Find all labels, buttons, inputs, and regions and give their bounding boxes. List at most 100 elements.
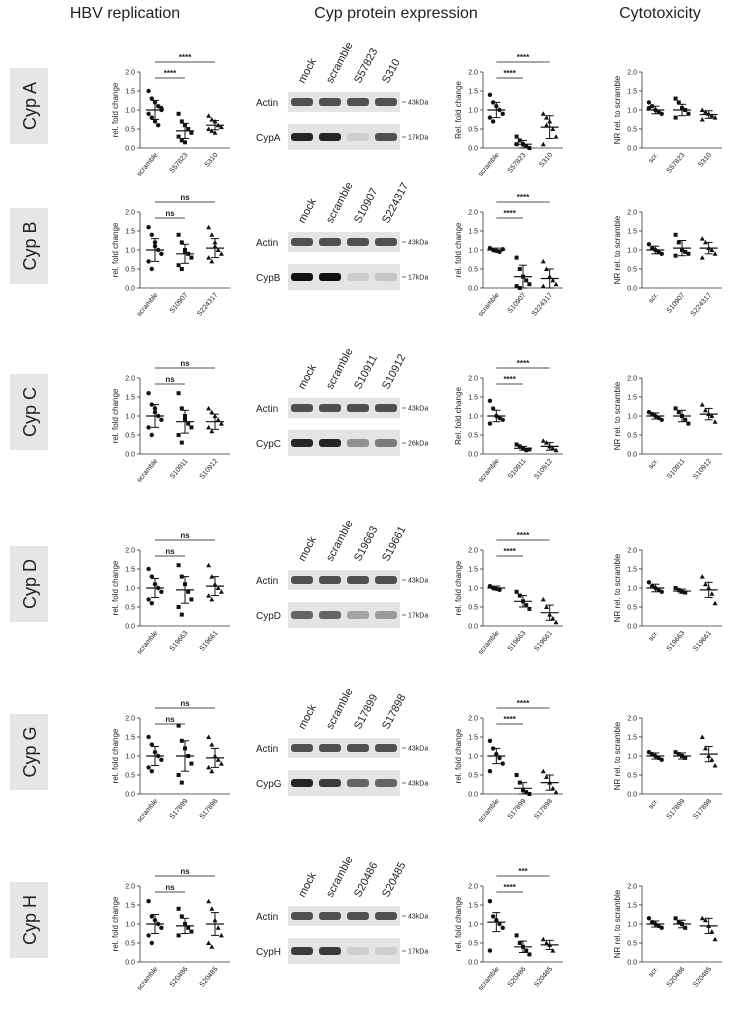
blot-band [319, 439, 341, 447]
y-tick-label: 0.5 [468, 773, 478, 780]
data-point [709, 591, 715, 596]
row-label: Cyp H [20, 895, 40, 945]
data-point [540, 438, 546, 443]
category-label: S10912 [692, 458, 713, 481]
data-point [206, 940, 212, 945]
significance-label: **** [503, 715, 516, 724]
data-point [686, 421, 691, 426]
y-tick-label: 1.0 [468, 586, 478, 593]
data-point [497, 921, 502, 927]
y-tick-label: 2.0 [468, 70, 478, 77]
blot-band [347, 912, 369, 920]
blot-band [375, 912, 397, 920]
y-tick-label: 1.0 [627, 248, 637, 255]
blot-band [375, 238, 397, 246]
data-point [176, 906, 181, 911]
data-point [673, 406, 678, 411]
data-point [673, 96, 678, 101]
data-point [176, 563, 181, 568]
y-tick-label: 1.5 [125, 735, 135, 742]
data-point [659, 251, 664, 256]
data-point [543, 940, 549, 945]
y-tick-label: 1.5 [468, 567, 478, 574]
data-point [553, 281, 559, 287]
data-point [649, 245, 655, 251]
blot-band [375, 744, 397, 752]
y-tick-label: 0.0 [125, 452, 135, 459]
y-tick-label: 0.5 [468, 267, 478, 274]
data-point [149, 914, 154, 919]
data-point [543, 604, 549, 609]
y-tick-label: 1.0 [125, 754, 135, 761]
significance-label: **** [503, 375, 516, 384]
blot-band [347, 404, 369, 412]
data-point [709, 413, 715, 418]
data-point [709, 929, 715, 934]
blot-band [347, 273, 369, 281]
category-label: scramble [136, 152, 160, 178]
data-point [702, 745, 708, 751]
data-point [646, 105, 652, 111]
significance-label: **** [503, 547, 516, 556]
data-point [646, 750, 652, 755]
category-label: S57823 [169, 152, 190, 175]
data-point [209, 428, 215, 434]
y-tick-label: 2.0 [125, 210, 135, 217]
y-tick-label: 1.5 [125, 903, 135, 910]
category-label: S19661 [533, 630, 554, 653]
data-point [553, 789, 559, 795]
lane-label: S224317 [380, 181, 411, 226]
data-point [699, 255, 705, 260]
category-label: S17899 [169, 798, 190, 821]
data-point [159, 589, 164, 594]
y-tick-label: 0.5 [125, 773, 135, 780]
data-point [490, 914, 496, 919]
kda-label: 43kDa [408, 240, 428, 247]
data-point [487, 245, 493, 251]
significance-label: **** [503, 209, 516, 218]
category-label: S20486 [666, 966, 687, 989]
data-point [146, 734, 151, 740]
y-tick-label: 0.5 [125, 941, 135, 948]
data-point [646, 580, 652, 585]
y-tick-label: 0.5 [125, 433, 135, 440]
data-point [676, 752, 681, 757]
data-point [179, 406, 184, 411]
category-label: S57823 [666, 152, 687, 175]
data-point [487, 769, 493, 774]
y-tick-label: 0.5 [125, 127, 135, 134]
y-tick-label: 1.5 [468, 395, 478, 402]
y-tick-label: 0.5 [627, 773, 637, 780]
data-point [176, 111, 181, 116]
data-point [712, 600, 718, 606]
y-tick-label: 1.0 [627, 414, 637, 421]
category-label: S224317 [690, 292, 713, 318]
y-tick-label: 0.0 [468, 960, 478, 967]
blot-band [319, 947, 341, 955]
data-point [524, 144, 529, 149]
data-point [712, 936, 718, 942]
band-label: CypB [256, 273, 281, 284]
category-label: scr. [648, 458, 660, 471]
data-point [176, 433, 181, 437]
category-label: S10911 [507, 458, 528, 481]
data-point [527, 792, 532, 796]
y-tick-label: 1.5 [627, 229, 637, 236]
data-point [186, 925, 191, 930]
data-point [218, 124, 224, 130]
y-tick-label: 0.0 [125, 146, 135, 153]
y-tick-label: 1.0 [627, 754, 637, 761]
y-tick-label: 2.0 [627, 884, 637, 891]
data-point [699, 402, 705, 407]
data-point [183, 140, 187, 145]
y-tick-label: 1.5 [627, 395, 637, 402]
lane-label: S10912 [380, 352, 408, 391]
data-point [218, 421, 224, 426]
data-point [540, 258, 546, 264]
band-label: CypD [256, 611, 281, 622]
data-point [553, 447, 559, 453]
category-label: scr. [648, 292, 660, 305]
significance-label: ns [165, 883, 175, 892]
data-point [176, 933, 181, 938]
lane-label: S19663 [352, 524, 380, 563]
